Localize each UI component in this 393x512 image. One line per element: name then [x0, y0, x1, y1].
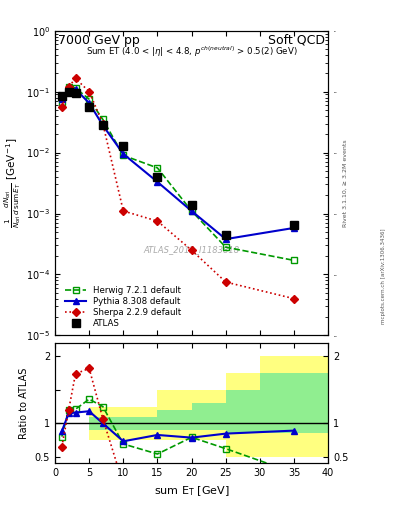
Herwig 7.2.1 default: [87, 96, 92, 102]
Pythia 8.308 default: [292, 225, 296, 231]
Pythia 8.308 default: [223, 236, 228, 242]
X-axis label: sum E$_{\mathregular{T}}$ [GeV]: sum E$_{\mathregular{T}}$ [GeV]: [154, 484, 230, 498]
Pythia 8.308 default: [59, 96, 64, 102]
Herwig 7.2.1 default: [66, 84, 71, 90]
ATLAS: [87, 104, 92, 111]
ATLAS: [189, 202, 194, 208]
Pythia 8.308 default: [155, 179, 160, 185]
Herwig 7.2.1 default: [73, 85, 78, 91]
Sherpa 2.2.9 default: [66, 84, 71, 90]
Pythia 8.308 default: [189, 208, 194, 214]
ATLAS: [292, 222, 296, 228]
ATLAS: [155, 174, 160, 180]
Herwig 7.2.1 default: [223, 244, 228, 250]
ATLAS: [66, 89, 71, 95]
Sherpa 2.2.9 default: [87, 89, 92, 95]
ATLAS: [223, 231, 228, 238]
Sherpa 2.2.9 default: [292, 295, 296, 302]
Text: 7000 GeV pp: 7000 GeV pp: [58, 34, 140, 47]
Sherpa 2.2.9 default: [73, 75, 78, 81]
Herwig 7.2.1 default: [292, 258, 296, 264]
Herwig 7.2.1 default: [189, 208, 194, 214]
Text: Sum ET (4.0 < |$\eta$| < 4.8, $p^{ch(neutral)}$ > 0.5(2) GeV): Sum ET (4.0 < |$\eta$| < 4.8, $p^{ch(neu…: [86, 45, 298, 59]
Text: mcplots.cern.ch [arXiv:1306.3436]: mcplots.cern.ch [arXiv:1306.3436]: [381, 229, 386, 324]
ATLAS: [59, 93, 64, 99]
Herwig 7.2.1 default: [101, 116, 105, 122]
Sherpa 2.2.9 default: [223, 279, 228, 285]
Herwig 7.2.1 default: [121, 152, 126, 158]
Sherpa 2.2.9 default: [101, 120, 105, 126]
ATLAS: [73, 90, 78, 96]
Pythia 8.308 default: [87, 100, 92, 106]
Sherpa 2.2.9 default: [121, 208, 126, 214]
ATLAS: [101, 122, 105, 129]
Pythia 8.308 default: [66, 85, 71, 91]
Sherpa 2.2.9 default: [189, 247, 194, 253]
Line: ATLAS: ATLAS: [58, 88, 298, 239]
Herwig 7.2.1 default: [155, 165, 160, 171]
Sherpa 2.2.9 default: [59, 104, 64, 111]
Line: Pythia 8.308 default: Pythia 8.308 default: [59, 85, 297, 242]
Pythia 8.308 default: [73, 86, 78, 92]
Y-axis label: Ratio to ATLAS: Ratio to ATLAS: [19, 368, 29, 439]
Sherpa 2.2.9 default: [155, 218, 160, 224]
Legend: Herwig 7.2.1 default, Pythia 8.308 default, Sherpa 2.2.9 default, ATLAS: Herwig 7.2.1 default, Pythia 8.308 defau…: [65, 286, 182, 328]
ATLAS: [121, 142, 126, 148]
Pythia 8.308 default: [121, 151, 126, 157]
Y-axis label: $\frac{1}{N_\mathrm{ori}}\frac{dN_\mathrm{ori}}{d\,\mathrm{sum}\,E_T}$ [GeV$^{-1: $\frac{1}{N_\mathrm{ori}}\frac{dN_\mathr…: [2, 138, 23, 228]
Y-axis label: Rivet 3.1.10, ≥ 3.2M events: Rivet 3.1.10, ≥ 3.2M events: [343, 139, 347, 227]
Text: ATLAS_2012_I1183818: ATLAS_2012_I1183818: [143, 246, 240, 254]
Pythia 8.308 default: [101, 122, 105, 129]
Line: Sherpa 2.2.9 default: Sherpa 2.2.9 default: [59, 76, 297, 302]
Line: Herwig 7.2.1 default: Herwig 7.2.1 default: [59, 83, 297, 264]
Herwig 7.2.1 default: [59, 99, 64, 105]
Text: Soft QCD: Soft QCD: [268, 34, 325, 47]
